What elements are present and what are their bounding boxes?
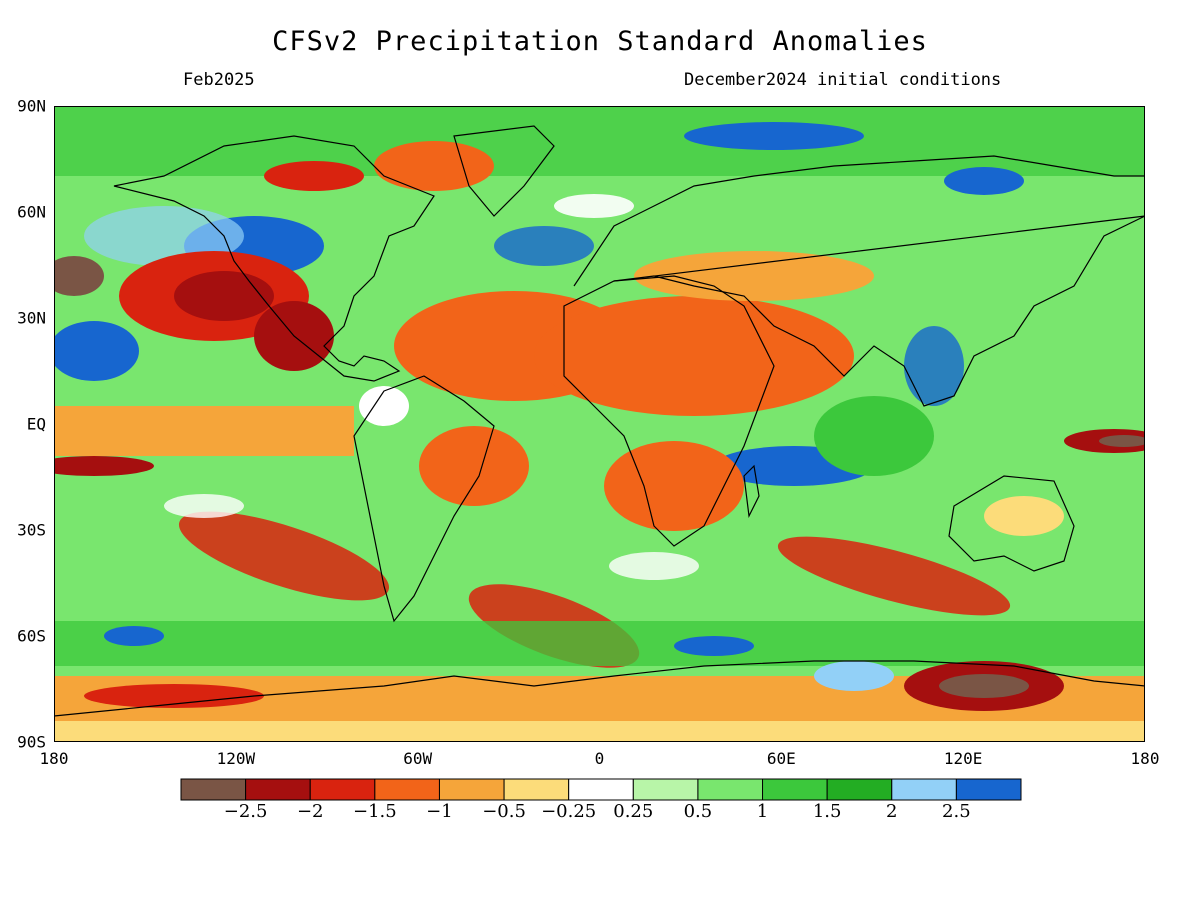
colorbar-label: −0.25: [541, 801, 597, 822]
colorbar-label: −0.5: [482, 801, 526, 822]
colorbar-label: 2.5: [942, 801, 971, 822]
colorbar-label: 1.5: [812, 801, 842, 822]
colorbar-label: −1.5: [352, 801, 397, 822]
south-america-coastline: [353, 375, 495, 623]
colorbar-swatch: [955, 778, 1022, 801]
greenland-coastline: [453, 125, 555, 217]
north-america-coastline: [113, 135, 435, 382]
colorbar-label: 0.25: [613, 801, 654, 822]
colorbar-swatch: [632, 778, 699, 801]
colorbar-swatch: [891, 778, 957, 801]
lon-tick-label: 180: [39, 749, 69, 768]
colorbar-label: −2.5: [223, 801, 268, 822]
lat-tick-label: 60S: [17, 626, 46, 646]
colorbar-swatch: [826, 778, 893, 801]
lon-tick-label: 120W: [216, 749, 256, 768]
antarctica-coastline: [54, 660, 1145, 717]
colorbar-swatch: [438, 778, 505, 801]
lon-tick-label: 60W: [403, 749, 433, 768]
madagascar-coastline: [743, 464, 760, 519]
eurasia-coastline: [573, 155, 1145, 407]
colorbar: [180, 778, 1022, 801]
africa-coastline: [563, 275, 775, 547]
lon-tick-label: 120E: [943, 749, 983, 768]
initial-conditions-label: December2024 initial conditions: [684, 70, 1002, 90]
colorbar-label: 0.5: [683, 801, 713, 822]
lat-tick-label: 30N: [17, 308, 46, 328]
lat-tick-label: 60N: [17, 202, 46, 222]
anomaly-patches: [54, 106, 1145, 742]
lat-tick-label: 30S: [17, 520, 46, 540]
map-title: CFSv2 Precipitation Standard Anomalies: [272, 26, 928, 57]
colorbar-swatch: [568, 778, 634, 801]
lon-tick-label: 180: [1130, 749, 1160, 768]
lon-tick-label: 60E: [766, 749, 796, 768]
colorbar-swatch: [374, 778, 440, 801]
australia-coastline: [948, 475, 1075, 572]
colorbar-label: 2: [886, 801, 898, 822]
colorbar-swatch: [503, 778, 570, 801]
colorbar-label: −2: [296, 801, 324, 822]
valid-month-label: Feb2025: [183, 70, 255, 90]
anomaly-map: [54, 106, 1145, 742]
colorbar-swatch: [697, 778, 764, 801]
lat-tick-label: 90S: [17, 732, 46, 752]
colorbar-label: −1: [426, 801, 453, 822]
colorbar-swatch: [762, 778, 828, 801]
colorbar-label: 1: [756, 801, 769, 822]
lon-tick-label: 0: [594, 749, 605, 768]
lat-tick-label: EQ: [26, 414, 46, 434]
colorbar-swatch: [309, 778, 376, 801]
lat-tick-label: 90N: [17, 96, 46, 116]
colorbar-swatch: [245, 778, 311, 801]
colorbar-swatch: [180, 778, 247, 801]
map-frame: [54, 106, 1145, 742]
coastlines: [54, 125, 1145, 717]
